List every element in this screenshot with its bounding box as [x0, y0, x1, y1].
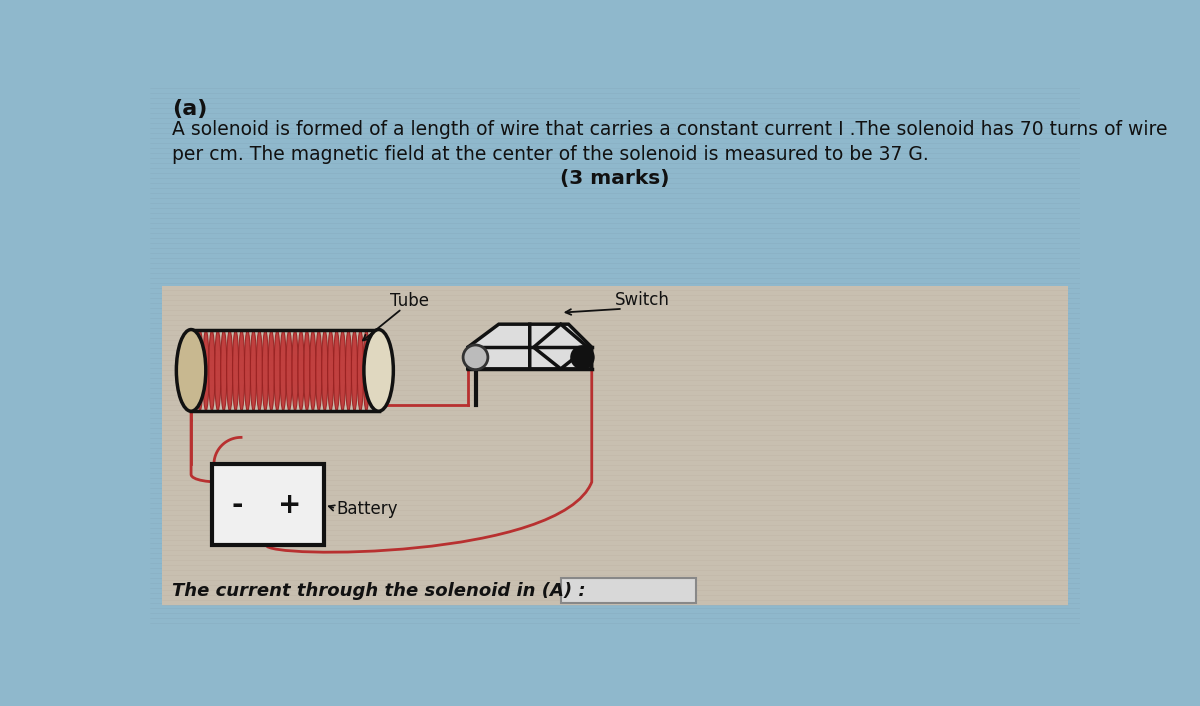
Polygon shape: [534, 324, 588, 369]
Ellipse shape: [176, 330, 206, 411]
Bar: [162, 286, 1068, 605]
Ellipse shape: [364, 330, 394, 411]
Text: Battery: Battery: [336, 500, 397, 517]
Ellipse shape: [227, 330, 233, 411]
Ellipse shape: [286, 330, 293, 411]
Ellipse shape: [358, 330, 364, 411]
Text: Switch: Switch: [616, 291, 670, 309]
Polygon shape: [468, 324, 529, 369]
Ellipse shape: [292, 330, 298, 411]
Ellipse shape: [263, 330, 269, 411]
Ellipse shape: [274, 330, 281, 411]
Text: +: +: [278, 491, 301, 519]
Ellipse shape: [268, 330, 275, 411]
Ellipse shape: [322, 330, 328, 411]
Text: (3 marks): (3 marks): [560, 169, 670, 188]
Text: The current through the solenoid in (A) :: The current through the solenoid in (A) …: [172, 582, 586, 600]
Polygon shape: [529, 324, 592, 369]
Ellipse shape: [257, 330, 263, 411]
Ellipse shape: [364, 330, 370, 411]
Bar: [212, 465, 324, 545]
Ellipse shape: [280, 330, 287, 411]
Text: A solenoid is formed of a length of wire that carries a constant current I .The : A solenoid is formed of a length of wire…: [172, 120, 1168, 139]
Ellipse shape: [334, 330, 340, 411]
Ellipse shape: [191, 330, 197, 411]
Text: Tube: Tube: [390, 292, 430, 311]
Ellipse shape: [310, 330, 316, 411]
Ellipse shape: [352, 330, 358, 411]
Ellipse shape: [316, 330, 322, 411]
Ellipse shape: [239, 330, 245, 411]
Ellipse shape: [340, 330, 346, 411]
Ellipse shape: [203, 330, 209, 411]
Ellipse shape: [346, 330, 352, 411]
Text: (a): (a): [172, 99, 208, 119]
Ellipse shape: [209, 330, 215, 411]
Circle shape: [463, 345, 488, 370]
Bar: [560, 578, 696, 603]
Ellipse shape: [221, 330, 227, 411]
Ellipse shape: [251, 330, 257, 411]
Circle shape: [571, 347, 593, 368]
Text: -: -: [232, 491, 242, 519]
Ellipse shape: [328, 330, 334, 411]
Ellipse shape: [215, 330, 221, 411]
Ellipse shape: [197, 330, 203, 411]
Ellipse shape: [298, 330, 304, 411]
Text: per cm. The magnetic field at the center of the solenoid is measured to be 37 G.: per cm. The magnetic field at the center…: [172, 145, 929, 164]
Ellipse shape: [304, 330, 310, 411]
Ellipse shape: [245, 330, 251, 411]
Ellipse shape: [233, 330, 239, 411]
